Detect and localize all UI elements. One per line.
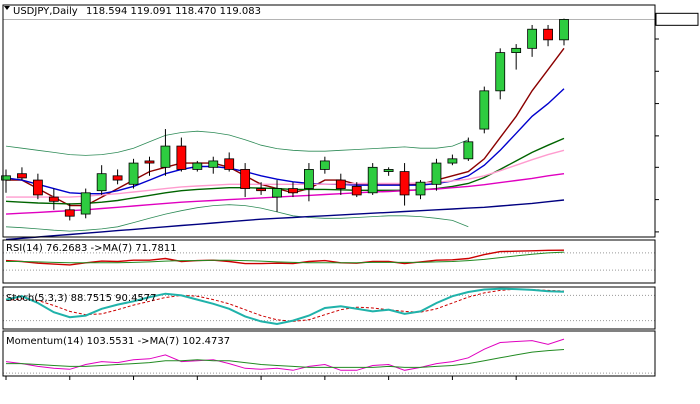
candle-bearish: [224, 158, 235, 170]
stoch-label: Stoch(5,3,3) 88.7515 90.4577: [6, 293, 157, 304]
bollinger-lower-line: [5, 204, 469, 232]
candle-bearish: [335, 179, 346, 189]
candle-bullish: [463, 141, 474, 160]
axes: [5, 12, 699, 380]
panel-frame-mom: [2, 330, 656, 377]
candle-bullish: [447, 158, 458, 164]
momentum-line: [5, 338, 565, 371]
candle-bearish: [144, 160, 155, 164]
bollinger-bands: [5, 130, 469, 232]
candle-bearish: [256, 188, 266, 192]
moving-average-line-3: [6, 149, 565, 198]
candle-bullish: [272, 188, 282, 198]
collapse-arrow-icon[interactable]: [4, 6, 10, 10]
candle-bearish: [64, 209, 75, 217]
candle-bullish: [479, 90, 490, 130]
candle-bearish: [112, 175, 123, 181]
candle-bearish: [399, 171, 410, 196]
candle-bullish: [527, 28, 538, 49]
moving-average-line-5: [5, 199, 565, 241]
bollinger-upper-line: [5, 130, 469, 156]
candle-bullish: [128, 162, 139, 185]
panel-frame-rsi: [2, 239, 656, 284]
candle-bearish: [240, 169, 251, 189]
candle-bullish: [319, 160, 330, 170]
candle-bullish: [160, 145, 171, 168]
moving-average-line-1: [5, 88, 565, 195]
rsi-ma-line: [6, 251, 565, 264]
candle-bullish: [431, 162, 442, 185]
candle-bullish: [559, 19, 569, 41]
rsi-line: [5, 249, 565, 266]
indicator-lines: [5, 249, 565, 371]
header: USDJPY,Daily 118.594 119.091 118.470 119…: [4, 6, 261, 17]
last-price-box: [655, 12, 699, 26]
momentum-ma-line: [6, 349, 565, 368]
stoch-main-line: [5, 287, 565, 326]
moving-averages: [5, 47, 565, 241]
moving-average-line-4: [5, 173, 565, 215]
panel-frame-stoch: [2, 286, 656, 330]
candle-bullish: [208, 160, 219, 168]
candle-bullish: [96, 173, 107, 192]
candle-bearish: [351, 186, 362, 196]
candle-bullish: [192, 162, 203, 170]
candle-bullish: [495, 52, 506, 92]
candle-bullish: [1, 175, 11, 181]
candle-bearish: [543, 28, 553, 41]
candle-bearish: [176, 145, 187, 170]
candle-bearish: [17, 173, 27, 179]
symbol-timeframe: USDJPY,Daily: [13, 6, 78, 17]
moving-average-line-2: [5, 137, 565, 205]
candle-bearish: [48, 196, 59, 202]
grid-lines: [3, 19, 655, 374]
candle-bullish: [415, 181, 426, 196]
ohlc-values: 118.594 119.091 118.470 119.083: [86, 6, 261, 17]
panel-frames: [2, 4, 656, 377]
candle-bearish: [32, 179, 43, 196]
candle-bullish: [511, 47, 522, 53]
candle-bullish: [383, 169, 394, 172]
moving-average-line-0: [6, 47, 565, 207]
momentum-label: Momentum(14) 103.5531 ->MA(7) 102.4737: [6, 336, 230, 347]
candles: [1, 18, 569, 221]
panel-frame-main: [2, 4, 656, 238]
rsi-label: RSI(14) 76.2683 ->MA(7) 71.7811: [6, 243, 177, 254]
stoch-signal-line: [5, 288, 565, 322]
candle-bullish: [367, 166, 378, 194]
candle-bullish: [80, 192, 91, 215]
candle-bullish: [304, 169, 314, 189]
candle-bearish: [288, 188, 298, 194]
